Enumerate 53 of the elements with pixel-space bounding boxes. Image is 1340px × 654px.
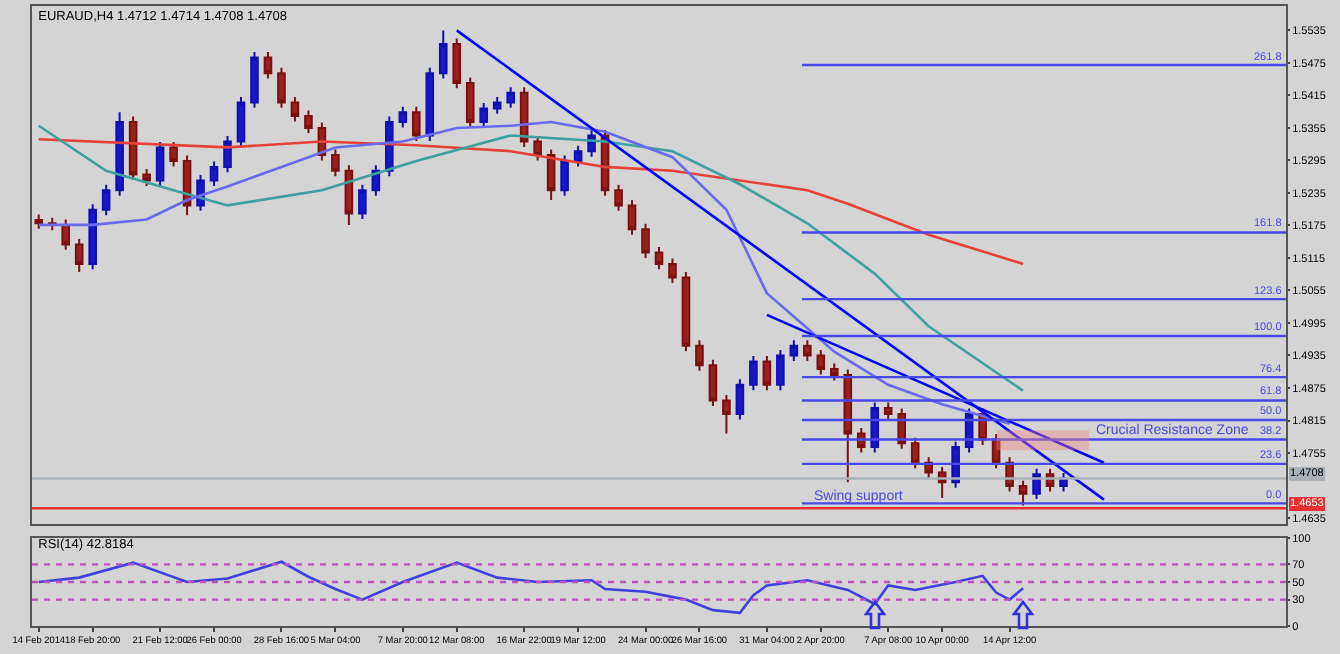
candlestick bbox=[465, 76, 475, 129]
candlestick bbox=[1018, 479, 1028, 507]
candlestick bbox=[398, 105, 408, 129]
candlestick bbox=[722, 394, 731, 435]
candlestick bbox=[789, 339, 799, 362]
candlestick bbox=[735, 378, 745, 421]
candlestick bbox=[479, 101, 489, 129]
candlestick bbox=[88, 203, 97, 271]
candlestick bbox=[843, 368, 853, 484]
candlestick bbox=[250, 51, 259, 109]
candlestick bbox=[411, 105, 421, 142]
candlestick bbox=[506, 86, 515, 109]
candlestick bbox=[115, 111, 124, 197]
candlestick bbox=[263, 51, 273, 80]
candlestick bbox=[169, 141, 178, 168]
candlestick bbox=[74, 238, 84, 274]
candlestick bbox=[654, 246, 664, 271]
candlestick bbox=[627, 198, 637, 236]
candlestick bbox=[681, 271, 691, 353]
candlestick bbox=[776, 349, 785, 392]
candlestick bbox=[438, 29, 448, 80]
candlestick bbox=[142, 168, 151, 187]
candlestick bbox=[641, 222, 650, 259]
candlestick bbox=[695, 339, 704, 372]
candlestick bbox=[829, 362, 839, 382]
candlestick bbox=[344, 164, 354, 226]
candlestick bbox=[533, 135, 542, 162]
candlestick bbox=[331, 148, 340, 178]
candlestick bbox=[492, 96, 502, 115]
candlestick bbox=[34, 213, 44, 230]
candlestick bbox=[803, 339, 812, 362]
candlestick bbox=[560, 154, 569, 197]
candlestick bbox=[425, 66, 435, 142]
candlestick bbox=[910, 436, 920, 470]
candlestick bbox=[358, 183, 367, 220]
candlestick bbox=[290, 96, 300, 123]
candlestick bbox=[209, 160, 219, 187]
candlestick bbox=[816, 349, 826, 376]
candlestick bbox=[236, 96, 246, 148]
candlestick bbox=[708, 358, 718, 407]
candlestick bbox=[762, 355, 772, 392]
candlestick bbox=[101, 183, 111, 217]
candlestick bbox=[61, 218, 71, 251]
line-series bbox=[37, 138, 1025, 266]
candlestick bbox=[668, 257, 677, 284]
candlestick bbox=[452, 37, 462, 90]
candlestick bbox=[277, 66, 286, 109]
candlestick bbox=[749, 355, 758, 392]
candlestick bbox=[223, 135, 232, 174]
candlestick bbox=[883, 401, 893, 421]
candlestick bbox=[304, 109, 313, 135]
candlestick bbox=[614, 183, 623, 212]
candlestick bbox=[155, 141, 165, 187]
